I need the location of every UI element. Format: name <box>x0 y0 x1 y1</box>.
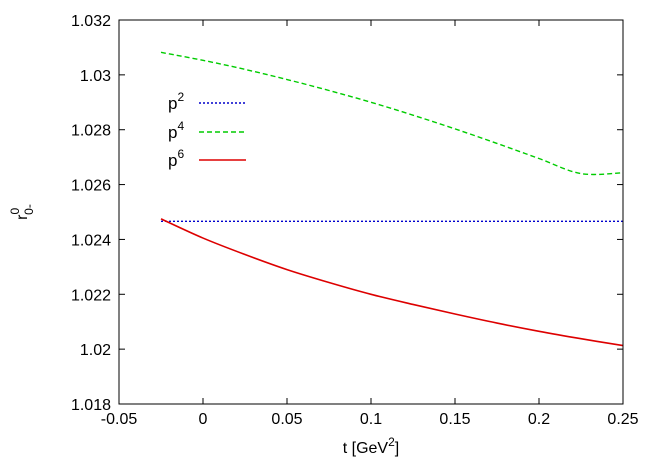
y-tick-label: 1.022 <box>71 287 111 304</box>
legend-label-sup: 6 <box>177 147 184 161</box>
x-tick-label: 0.1 <box>360 411 382 428</box>
x-axis-title-sup: 2 <box>388 435 395 449</box>
y-tick-label: 1.03 <box>80 68 111 85</box>
x-tick-label: 0.15 <box>439 411 470 428</box>
x-tick-label: 0.2 <box>528 411 550 428</box>
y-tick-label: 1.018 <box>71 397 111 414</box>
y-axis-title: r00- <box>8 204 36 220</box>
legend-label: p6 <box>168 147 184 170</box>
y-tick-label: 1.028 <box>71 123 111 140</box>
x-tick-label: 0.25 <box>607 411 638 428</box>
x-tick-label: 0.05 <box>271 411 302 428</box>
series-layer <box>160 51 624 347</box>
x-tick-label: 0 <box>199 411 208 428</box>
y-tick-label: 1.032 <box>71 13 111 30</box>
legend-label-sup: 4 <box>177 119 184 133</box>
series-line-1 <box>160 51 624 176</box>
ticks-layer: -0.05 0 0.05 0.1 0.15 0.2 0.25 1.018 1.02 1.022 1.… <box>71 13 639 428</box>
series-line-2 <box>160 218 624 347</box>
legend-label: p4 <box>168 119 184 142</box>
legend-label-base: p <box>168 94 177 113</box>
y-tick-label: 1.024 <box>71 232 111 249</box>
legend-label-base: p <box>168 123 177 142</box>
y-axis-title-sup: 0 <box>8 208 22 215</box>
x-axis-title-end: ] <box>395 440 399 457</box>
legend-label-base: p <box>168 151 177 170</box>
x-axis-title-base: t [GeV <box>343 440 389 457</box>
x-axis-title: t [GeV2] <box>343 435 400 457</box>
y-tick-label: 1.02 <box>80 342 111 359</box>
plot-frame <box>118 19 624 405</box>
y-axis-title-base: r <box>14 214 31 220</box>
y-tick-label: 1.026 <box>71 178 111 195</box>
legend-label: p2 <box>168 90 184 113</box>
legend-label-sup: 2 <box>177 90 184 104</box>
y-axis-title-sub: 0- <box>22 204 36 215</box>
x-tick-label: -0.05 <box>101 411 138 428</box>
